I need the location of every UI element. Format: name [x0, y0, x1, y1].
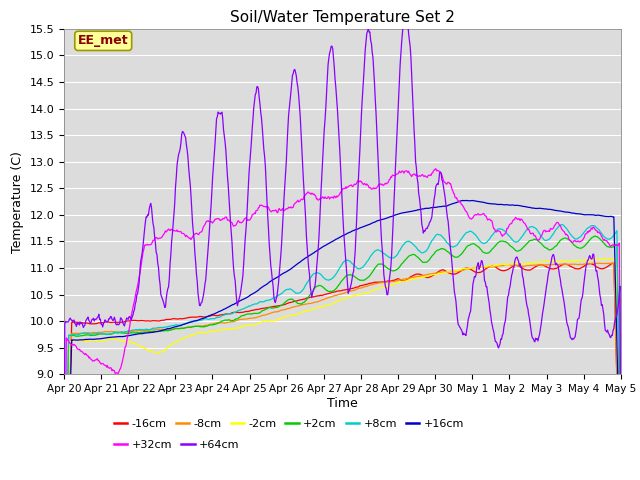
Line: -2cm: -2cm — [64, 259, 621, 480]
-2cm — [410, 276, 418, 282]
+2cm — [591, 233, 599, 239]
-8cm — [127, 329, 135, 335]
+64cm — [184, 154, 192, 160]
+64cm — [411, 140, 419, 146]
-16cm — [426, 274, 434, 280]
+16cm — [127, 332, 135, 338]
+16cm — [426, 205, 434, 211]
+32cm — [617, 443, 625, 449]
+32cm — [184, 234, 192, 240]
+16cm — [410, 208, 418, 214]
Line: +32cm: +32cm — [64, 168, 621, 480]
+2cm — [127, 330, 135, 336]
+16cm — [184, 320, 192, 326]
-8cm — [214, 320, 221, 326]
Text: EE_met: EE_met — [78, 35, 129, 48]
+8cm — [214, 314, 221, 320]
X-axis label: Time: Time — [327, 397, 358, 410]
-16cm — [184, 315, 192, 321]
+32cm — [410, 171, 418, 177]
-16cm — [70, 319, 78, 325]
+2cm — [426, 255, 434, 261]
+16cm — [70, 337, 78, 343]
-16cm — [214, 312, 221, 318]
+64cm — [617, 468, 625, 473]
+8cm — [70, 332, 78, 337]
+8cm — [426, 241, 434, 247]
-16cm — [410, 272, 418, 278]
-8cm — [426, 271, 434, 277]
-8cm — [184, 324, 192, 330]
Legend: +32cm, +64cm: +32cm, +64cm — [114, 440, 239, 450]
Line: +8cm: +8cm — [64, 225, 621, 480]
+2cm — [214, 321, 221, 326]
-2cm — [127, 339, 135, 345]
+16cm — [463, 198, 470, 204]
-2cm — [214, 327, 221, 333]
+32cm — [426, 172, 434, 178]
+8cm — [410, 242, 418, 248]
+64cm — [403, 5, 410, 11]
+32cm — [432, 166, 440, 171]
-8cm — [70, 331, 78, 336]
+32cm — [70, 342, 78, 348]
+2cm — [70, 333, 78, 338]
-16cm — [127, 318, 135, 324]
-2cm — [426, 273, 434, 278]
-8cm — [410, 274, 418, 280]
+2cm — [410, 252, 418, 257]
Line: +16cm: +16cm — [64, 201, 621, 480]
Y-axis label: Temperature (C): Temperature (C) — [11, 151, 24, 252]
-8cm — [610, 260, 618, 266]
-2cm — [184, 334, 192, 340]
Line: -16cm: -16cm — [64, 263, 621, 480]
Line: +2cm: +2cm — [64, 236, 621, 480]
+8cm — [558, 222, 566, 228]
+64cm — [214, 114, 221, 120]
-16cm — [610, 260, 618, 266]
+32cm — [214, 216, 221, 221]
+64cm — [428, 216, 435, 222]
Title: Soil/Water Temperature Set 2: Soil/Water Temperature Set 2 — [230, 10, 455, 25]
+32cm — [127, 312, 135, 318]
Line: +64cm: +64cm — [64, 8, 621, 480]
+64cm — [70, 317, 78, 323]
-2cm — [605, 256, 612, 262]
+2cm — [184, 324, 192, 330]
+16cm — [214, 310, 221, 315]
-2cm — [70, 338, 78, 344]
+8cm — [184, 320, 192, 325]
Line: -8cm: -8cm — [64, 263, 621, 480]
+8cm — [127, 328, 135, 334]
+64cm — [127, 317, 135, 323]
